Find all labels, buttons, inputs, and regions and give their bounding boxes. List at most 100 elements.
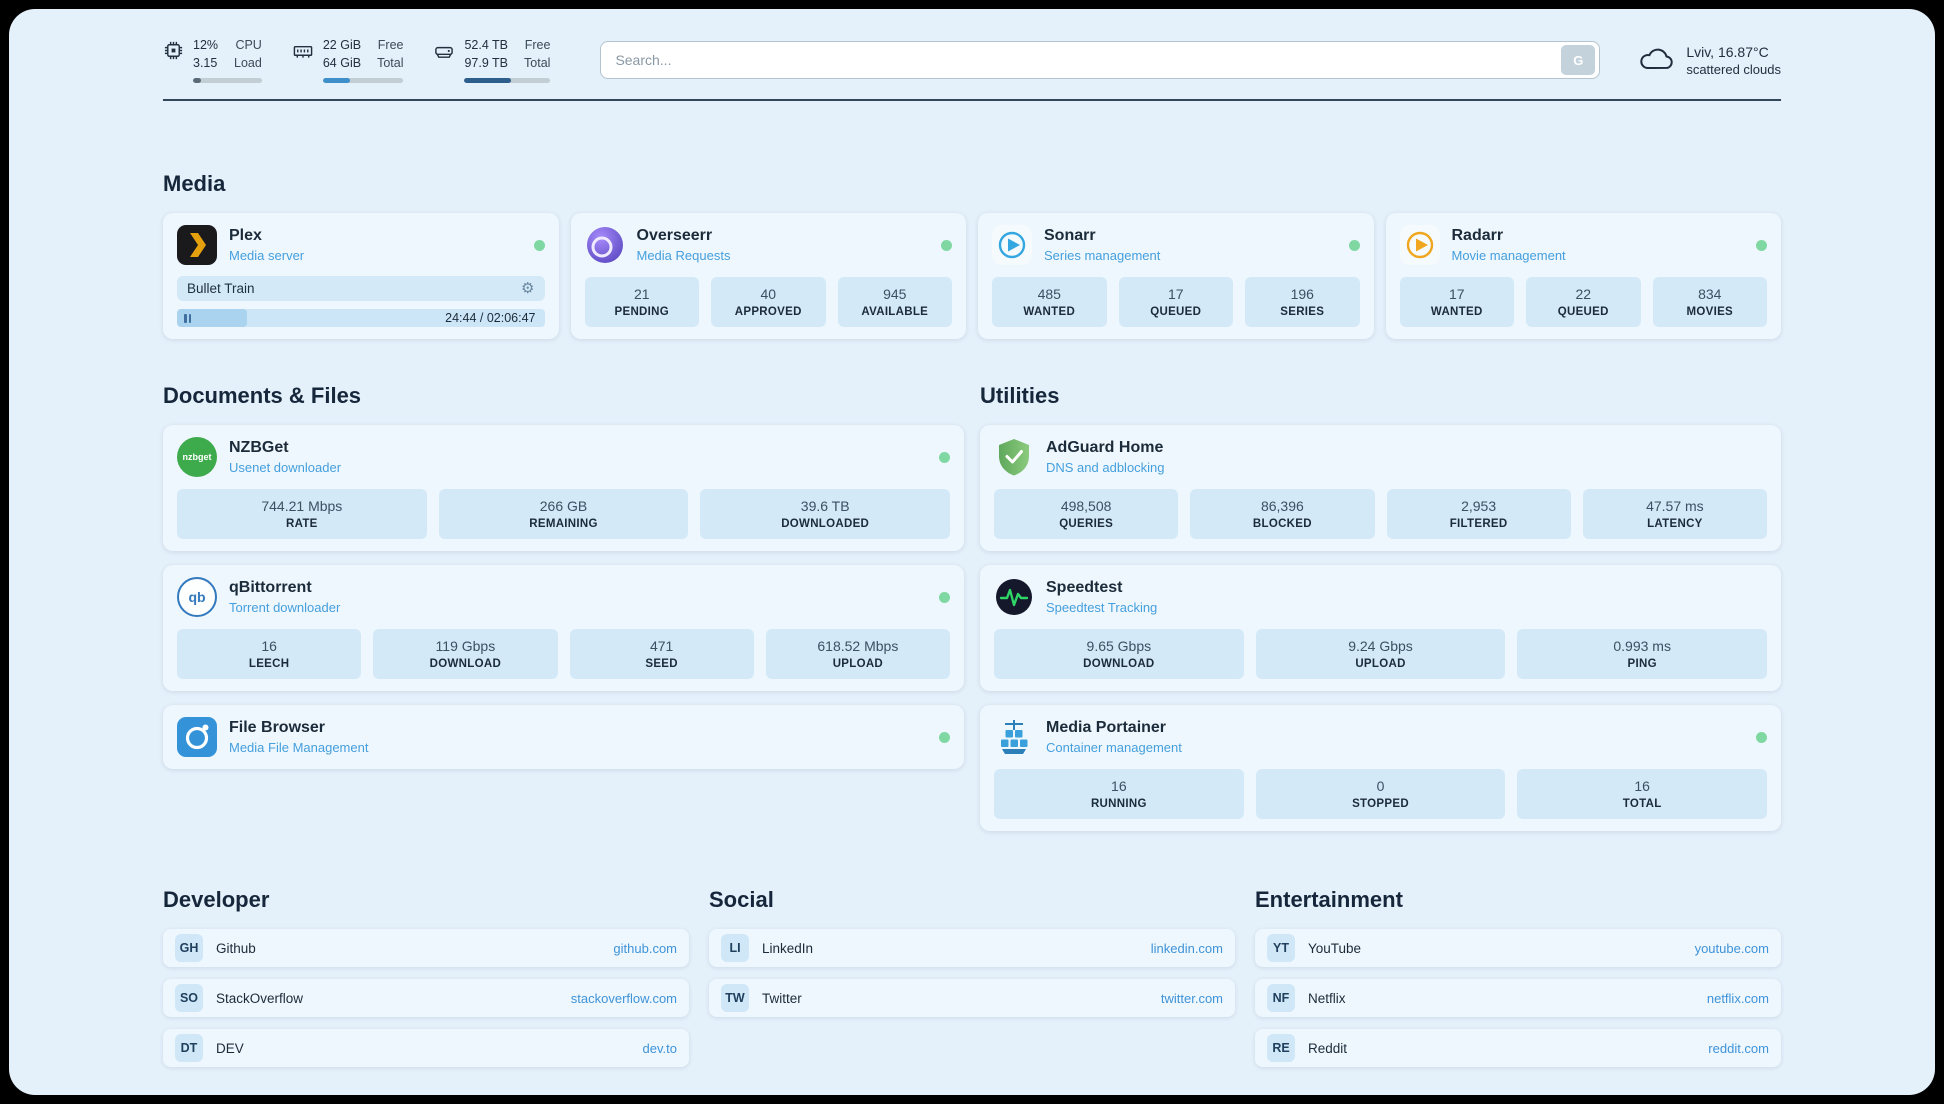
- stat-box: 47.57 ms LATENCY: [1582, 489, 1767, 539]
- app-subtitle: Series management: [1044, 248, 1161, 263]
- bookmark-stackoverflow[interactable]: SO StackOverflow stackoverflow.com: [163, 979, 689, 1017]
- stat-box: 86,396 BLOCKED: [1190, 489, 1375, 539]
- stat-box: 196 SERIES: [1245, 277, 1360, 327]
- portainer-icon: [994, 717, 1034, 757]
- app-name: Radarr: [1451, 227, 1504, 244]
- portainer-card[interactable]: Media Portainer Container management 16 …: [980, 705, 1781, 831]
- bookmark-youtube[interactable]: YT YouTube youtube.com: [1255, 929, 1781, 967]
- nzbget-icon: nzbget: [177, 437, 217, 477]
- bookmark-url[interactable]: reddit.com: [1708, 1040, 1769, 1056]
- stat-box: 744.21 Mbps RATE: [177, 489, 427, 539]
- bookmark-url[interactable]: stackoverflow.com: [570, 990, 677, 1006]
- stat-box: 39.6 TB DOWNLOADED: [700, 489, 951, 539]
- cpu-chip-icon: [163, 40, 184, 66]
- stat-box: 2,953 FILTERED: [1386, 489, 1571, 539]
- developer-section-title: Developer: [163, 887, 270, 912]
- bookmark-url[interactable]: netflix.com: [1706, 990, 1769, 1006]
- section-social: Social LI LinkedIn linkedin.com TW Twitt…: [709, 887, 1235, 1067]
- bookmark-github[interactable]: GH Github github.com: [163, 929, 689, 967]
- bookmark-url[interactable]: dev.to: [642, 1040, 677, 1056]
- app-subtitle: DNS and adblocking: [1046, 460, 1165, 475]
- documents-section-title: Documents & Files: [163, 383, 362, 408]
- linkedin-icon: LI: [721, 934, 749, 962]
- app-name: AdGuard Home: [1046, 439, 1164, 456]
- status-dot: [1756, 731, 1767, 743]
- status-dot: [1348, 239, 1360, 251]
- memory-icon: [292, 40, 314, 66]
- system-widgets: 12% 3.15 CPU Load: [163, 37, 551, 83]
- bookmark-name: YouTube: [1308, 940, 1362, 956]
- top-bar: 12% 3.15 CPU Load: [163, 9, 1781, 83]
- app-name: File Browser: [229, 719, 326, 736]
- bookmark-url[interactable]: linkedin.com: [1150, 940, 1223, 956]
- bookmark-name: LinkedIn: [762, 940, 814, 956]
- qbittorrent-card[interactable]: qb qBittorrent Torrent downloader 16: [163, 565, 964, 691]
- app-subtitle: Movie management: [1451, 248, 1566, 263]
- stat-box: 16 TOTAL: [1517, 769, 1768, 819]
- filebrowser-card[interactable]: File Browser Media File Management: [163, 705, 964, 769]
- media-section-title: Media: [163, 171, 226, 196]
- memory-free-value: 22 GiB: [322, 38, 362, 52]
- stat-box: 266 GB REMAINING: [438, 489, 689, 539]
- disk-total-label: Total: [524, 55, 551, 70]
- cpu-progress-bar: [193, 78, 262, 83]
- plex-card[interactable]: Plex Media server Bullet Train ⚙ 24:44: [163, 213, 559, 339]
- bookmark-name: StackOverflow: [216, 990, 304, 1006]
- bookmark-reddit[interactable]: RE Reddit reddit.com: [1255, 1029, 1781, 1067]
- memory-total-value: 64 GiB: [322, 55, 362, 70]
- app-subtitle: Container management: [1046, 740, 1182, 755]
- radarr-card[interactable]: Radarr Movie management 17 WANTED 22 QUE…: [1385, 213, 1781, 339]
- bookmark-netflix[interactable]: NF Netflix netflix.com: [1255, 979, 1781, 1017]
- bookmark-url[interactable]: twitter.com: [1160, 990, 1223, 1006]
- stat-box: 618.52 Mbps UPLOAD: [765, 629, 950, 679]
- section-developer: Developer GH Github github.com SO StackO…: [163, 887, 689, 1067]
- search-input[interactable]: [601, 52, 1562, 68]
- stat-box: 16 RUNNING: [994, 769, 1244, 819]
- disk-widget: 52.4 TB 97.9 TB Free Total: [433, 37, 551, 83]
- stat-box: 16 LEECH: [177, 629, 362, 679]
- cpu-usage-value: 12%: [193, 38, 219, 52]
- gear-icon[interactable]: ⚙: [521, 280, 535, 297]
- cpu-load-value: 3.15: [193, 55, 218, 70]
- app-subtitle: Usenet downloader: [229, 460, 342, 475]
- stat-box: 945 AVAILABLE: [837, 277, 952, 327]
- social-section-title: Social: [709, 887, 774, 912]
- utilities-section-title: Utilities: [980, 383, 1060, 408]
- now-playing-row: Bullet Train ⚙: [177, 276, 545, 301]
- speedtest-card[interactable]: Speedtest Speedtest Tracking 9.65 Gbps D…: [980, 565, 1781, 691]
- app-name: Media Portainer: [1046, 719, 1167, 736]
- nzbget-card[interactable]: nzbget NZBGet Usenet downloader 744.21 M…: [163, 425, 964, 551]
- bookmark-url[interactable]: youtube.com: [1694, 940, 1769, 956]
- bookmark-dev[interactable]: DT DEV dev.to: [163, 1029, 689, 1067]
- section-entertainment: Entertainment YT YouTube youtube.com NF …: [1255, 887, 1781, 1067]
- weather-widget: Lviv, 16.87°C scattered clouds: [1638, 44, 1781, 77]
- stat-box: 22 QUEUED: [1526, 277, 1641, 327]
- search-engine-button[interactable]: G: [1561, 45, 1596, 75]
- stat-box: 9.24 Gbps UPLOAD: [1255, 629, 1506, 679]
- stat-box: 40 APPROVED: [711, 277, 826, 327]
- playback-time: 24:44 / 02:06:47: [445, 311, 536, 325]
- bookmark-linkedin[interactable]: LI LinkedIn linkedin.com: [709, 929, 1235, 967]
- status-dot: [941, 239, 952, 251]
- disk-progress-bar: [464, 78, 551, 83]
- adguard-icon: [994, 437, 1034, 477]
- weather-condition: scattered clouds: [1686, 61, 1781, 77]
- sonarr-icon: [992, 225, 1032, 265]
- bookmark-twitter[interactable]: TW Twitter twitter.com: [709, 979, 1235, 1017]
- disk-total-value: 97.9 TB: [464, 55, 509, 70]
- adguard-card[interactable]: AdGuard Home DNS and adblocking 498,508 …: [980, 425, 1781, 551]
- stat-box: 119 Gbps DOWNLOAD: [373, 629, 558, 679]
- bookmark-url[interactable]: github.com: [613, 940, 677, 956]
- radarr-icon: [1399, 225, 1440, 265]
- stat-box: 9.65 Gbps DOWNLOAD: [994, 629, 1244, 679]
- memory-total-label: Total: [377, 55, 404, 70]
- playback-progress-bar[interactable]: 24:44 / 02:06:47: [177, 309, 545, 327]
- cpu-label: CPU: [235, 38, 262, 52]
- overseerr-card[interactable]: Overseerr Media Requests 21 PENDING 40 A…: [570, 213, 966, 339]
- memory-free-label: Free: [377, 38, 404, 52]
- cpu-widget: 12% 3.15 CPU Load: [163, 37, 262, 83]
- status-dot: [939, 591, 950, 603]
- sonarr-card[interactable]: Sonarr Series management 485 WANTED 17 Q…: [978, 213, 1374, 339]
- bookmark-name: DEV: [216, 1040, 244, 1056]
- youtube-icon: YT: [1267, 934, 1295, 962]
